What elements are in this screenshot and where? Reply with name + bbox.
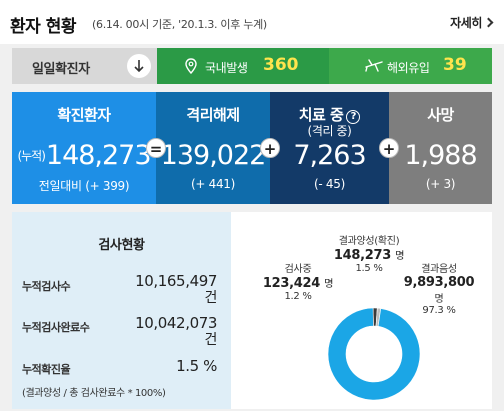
released-title: 격리해제: [186, 106, 240, 124]
daily-label: 일일확진자: [32, 62, 90, 77]
deaths-change: (+ 3): [425, 177, 456, 191]
slice-value: 9,893,800: [403, 275, 475, 290]
arrow-down-icon[interactable]: [127, 54, 151, 78]
airplane-icon: [365, 59, 383, 72]
confirmed-change: 전일대비 (+ 399): [38, 179, 130, 193]
slice-label-pending: 검사중 123,424 명 1.2 %: [253, 260, 343, 302]
slice-percent: 97.3 %: [422, 305, 456, 316]
domestic-label: 국내발생: [205, 61, 248, 75]
test-row-unit: 건: [204, 290, 218, 306]
stats-row: 확진환자 (누적)148,273 전일대비 (+ 399) 격리해제 139,0…: [12, 92, 492, 204]
test-row-unit: 건: [204, 332, 218, 348]
slice-unit: 명: [434, 294, 444, 305]
overseas-segment: 해외유입 39: [329, 48, 492, 84]
slice-unit: 명: [395, 251, 405, 262]
treating-value: 7,263: [293, 140, 366, 171]
more-label: 자세히: [450, 16, 482, 30]
released-change: (+ 441): [190, 177, 236, 191]
treating-title-line: 치료 중?: [270, 104, 389, 125]
test-row-number: 10,042,073: [135, 314, 217, 332]
test-row-number: 1.5 %: [176, 357, 217, 375]
slice-name: 검사중: [284, 264, 312, 275]
slice-value-line: 123,424 명: [253, 275, 343, 291]
stat-confirmed: 확진환자 (누적)148,273 전일대비 (+ 399): [12, 92, 156, 204]
plus-icon: +: [379, 138, 399, 158]
test-row-label: 누적검사수: [22, 280, 71, 293]
header: 환자 현황 (6.14. 00시 기준, '20.1.3. 이후 누계) 자세히: [0, 0, 504, 44]
overseas-label: 해외유입: [387, 61, 430, 75]
test-result-chart: 검사중 123,424 명 1.2 % 결과양성(확진) 148,273 명 1…: [231, 212, 492, 409]
slice-label-negative: 결과음성 9,893,800 명 97.3 %: [389, 260, 489, 316]
test-row-label: 누적검사완료수: [22, 321, 90, 334]
plus-icon: +: [260, 138, 280, 158]
slice-label-positive: 결과양성(확진) 148,273 명 1.5 %: [319, 232, 419, 274]
stat-released: 격리해제 139,022 (+ 441): [156, 92, 270, 204]
test-status-panel: 검사현황 누적검사수 10,165,497 건 누적검사완료수 10,042,07…: [12, 212, 231, 409]
test-row-label: 누적확진율: [22, 363, 71, 376]
confirmed-title: 확진환자: [57, 106, 111, 124]
daily-label-block: 일일확진자: [12, 48, 157, 84]
slice-value: 148,273: [333, 248, 391, 263]
confirmed-value: 148,273: [45, 140, 152, 171]
stat-deaths: 사망 1,988 (+ 3): [389, 92, 492, 204]
test-row-number: 10,165,497: [135, 272, 217, 290]
overseas-value: 39: [443, 55, 467, 75]
test-note: (결과양성 / 총 검사완료수 * 100%): [22, 388, 166, 399]
slice-value-line: 9,893,800: [389, 275, 489, 290]
deaths-title: 사망: [427, 106, 454, 124]
deaths-value: 1,988: [404, 140, 477, 171]
treating-title: 치료 중: [298, 106, 344, 124]
page-title: 환자 현황: [10, 17, 76, 37]
donut-chart: [327, 307, 421, 401]
location-pin-icon: [185, 58, 197, 74]
chevron-right-icon: [483, 17, 494, 28]
treating-change: (- 45): [314, 177, 345, 191]
lower-section: 검사현황 누적검사수 10,165,497 건 누적검사완료수 10,042,07…: [12, 212, 492, 409]
test-row-value: 1.5 %: [176, 358, 217, 375]
page-subtitle: (6.14. 00시 기준, '20.1.3. 이후 누계): [92, 18, 267, 31]
slice-percent: 1.5 %: [355, 263, 383, 274]
slice-unit: 명: [324, 279, 334, 290]
confirmed-value-line: (누적)148,273: [12, 140, 156, 171]
donut-slice: [327, 307, 421, 401]
released-value: 139,022: [160, 140, 267, 171]
slice-name: 결과양성(확진): [338, 236, 400, 247]
confirmed-prefix: (누적): [17, 149, 45, 163]
slice-percent: 1.2 %: [284, 291, 312, 302]
test-row-value: 10,165,497 건: [135, 273, 217, 307]
slice-name: 결과음성: [421, 264, 457, 275]
equals-icon: =: [146, 138, 166, 158]
more-button[interactable]: 자세히: [450, 14, 494, 31]
daily-confirmed-bar: 일일확진자 국내발생 360 해외유입 39: [12, 48, 492, 84]
domestic-value: 360: [263, 55, 299, 75]
test-row-value: 10,042,073 건: [135, 315, 217, 349]
slice-value-line: 148,273 명: [319, 247, 419, 263]
stat-treating: 치료 중? (격리 중) 7,263 (- 45): [270, 92, 389, 204]
domestic-segment: 국내발생 360: [157, 48, 329, 84]
test-title: 검사현황: [98, 238, 145, 253]
treating-subtitle: (격리 중): [307, 124, 352, 138]
slice-value: 123,424: [262, 276, 320, 291]
question-circle-icon[interactable]: ?: [346, 110, 361, 124]
